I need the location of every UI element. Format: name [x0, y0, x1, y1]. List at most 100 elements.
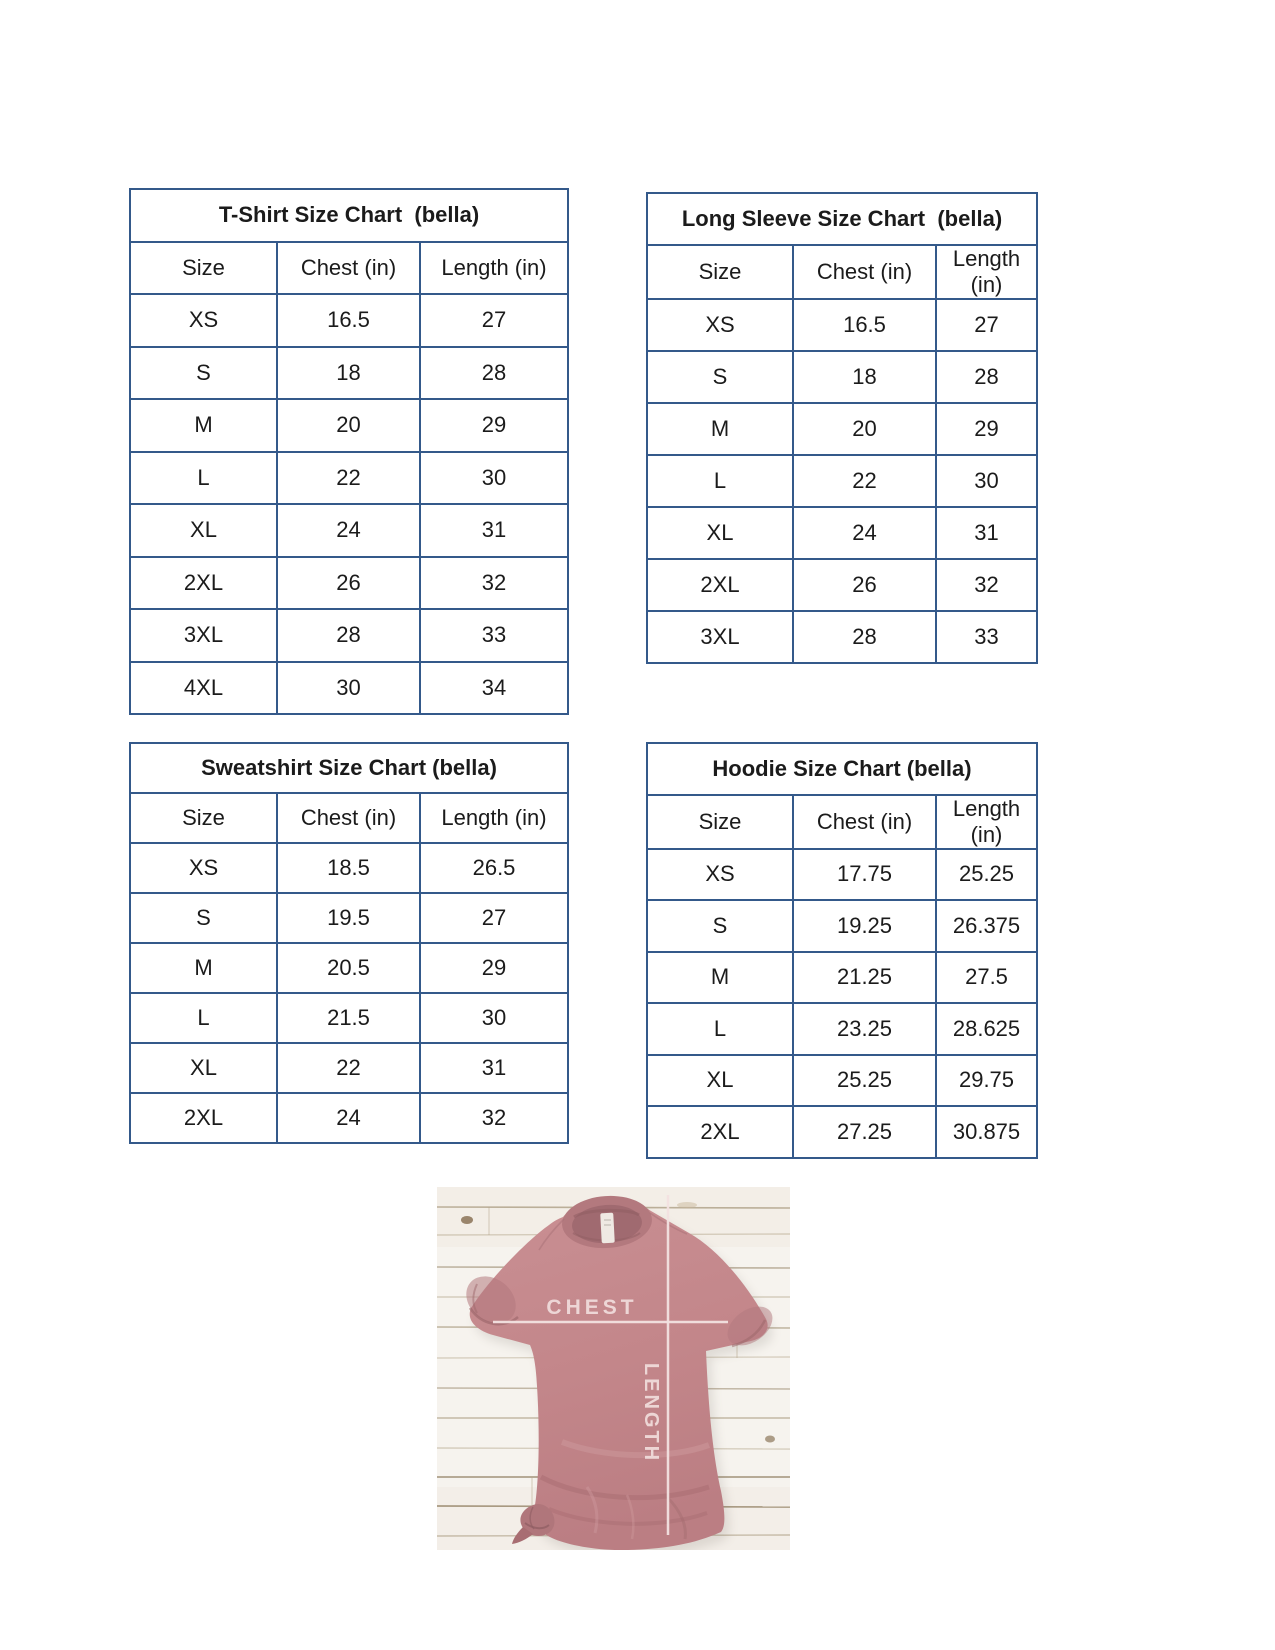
length-cell: 28	[418, 345, 570, 400]
length-cell: 30	[935, 454, 1038, 508]
table-row: L 21.5 30	[129, 992, 570, 1044]
chest-cell: 24	[276, 1092, 421, 1144]
length-cell: 28	[935, 350, 1038, 404]
size-cell: XL	[646, 1053, 794, 1107]
size-cell: L	[646, 454, 794, 508]
size-cell: L	[129, 450, 278, 505]
table-row: S 18 28	[129, 345, 570, 400]
chest-cell: 19.25	[792, 899, 937, 953]
shirt-knot	[512, 1503, 555, 1544]
chest-cell: 26	[792, 558, 937, 612]
collar-tag	[600, 1212, 615, 1244]
table-row: M 20 29	[129, 398, 570, 453]
chest-cell: 24	[792, 506, 937, 560]
column-header-size: Size	[129, 240, 278, 295]
sweatshirt-title-row: Sweatshirt Size Chart (bella)	[128, 742, 570, 794]
length-cell: 31	[418, 1042, 570, 1094]
length-cell: 34	[418, 660, 570, 715]
column-header-chest: Chest (in)	[792, 793, 937, 850]
column-header-chest: Chest (in)	[276, 792, 421, 844]
chest-cell: 25.25	[792, 1053, 937, 1107]
size-cell: 4XL	[129, 660, 278, 715]
sweatshirt-header-row: Size Chest (in) Length (in)	[129, 792, 570, 844]
table-row: 3XL 28 33	[646, 610, 1038, 664]
table-row: 2XL 26 32	[646, 558, 1038, 612]
column-header-length: Length (in)	[935, 244, 1038, 300]
size-cell: XL	[129, 1042, 278, 1094]
tshirt-table-title: T-Shirt Size Chart (bella)	[128, 188, 570, 243]
size-cell: XS	[646, 298, 794, 352]
size-cell: 2XL	[646, 1105, 794, 1159]
tshirt-illustration	[466, 1195, 773, 1550]
chest-cell: 28	[792, 610, 937, 664]
length-cell: 31	[418, 503, 570, 558]
size-cell: XL	[129, 503, 278, 558]
size-cell: XL	[646, 506, 794, 560]
table-row: 2XL 26 32	[129, 555, 570, 610]
size-cell: XS	[129, 842, 278, 894]
longsleeve-table-title: Long Sleeve Size Chart (bella)	[646, 192, 1038, 246]
size-cell: 3XL	[646, 610, 794, 664]
hoodie-header-row: Size Chest (in) Length (in)	[646, 793, 1039, 850]
chest-cell: 24	[276, 503, 421, 558]
length-cell: 27	[418, 892, 570, 944]
wood-knot	[765, 1435, 775, 1443]
size-cell: L	[646, 1002, 794, 1056]
chest-cell: 19.5	[276, 892, 421, 944]
length-cell: 32	[418, 555, 570, 610]
tshirt-size-table: T-Shirt Size Chart (bella) Size Chest (in)…	[128, 188, 570, 715]
length-cell: 29	[418, 942, 570, 994]
table-row: L 22 30	[646, 454, 1038, 508]
chest-cell: 18	[276, 345, 421, 400]
size-cell: M	[129, 942, 278, 994]
chest-cell: 23.25	[792, 1002, 937, 1056]
chest-cell: 27.25	[792, 1105, 937, 1159]
right-cuff	[727, 1306, 773, 1346]
chest-cell: 26	[276, 555, 421, 610]
measurement-overlay: CHEST LENGTH	[493, 1195, 728, 1535]
tshirt-measurement-photo: CHEST LENGTH	[437, 1187, 790, 1550]
size-cell: 2XL	[129, 555, 278, 610]
table-row: XL 25.25 29.75	[646, 1053, 1039, 1107]
table-row: 2XL 27.25 30.875	[646, 1105, 1039, 1159]
length-cell: 32	[418, 1092, 570, 1144]
chest-cell: 22	[276, 450, 421, 505]
left-cuff	[466, 1276, 516, 1324]
length-cell: 29	[935, 402, 1038, 456]
length-cell: 29	[418, 398, 570, 453]
length-cell: 30	[418, 992, 570, 1044]
chest-cell: 18.5	[276, 842, 421, 894]
table-row: 4XL 30 34	[129, 660, 570, 715]
size-cell: XS	[129, 293, 278, 348]
measurement-photo-graphic: CHEST LENGTH	[437, 1187, 790, 1550]
length-cell: 26.5	[418, 842, 570, 894]
column-header-length: Length (in)	[418, 240, 570, 295]
sweatshirt-table-title: Sweatshirt Size Chart (bella)	[128, 742, 570, 794]
size-cell: L	[129, 992, 278, 1044]
chest-cell: 22	[792, 454, 937, 508]
table-row: S 19.5 27	[129, 892, 570, 944]
chest-label: CHEST	[546, 1296, 637, 1319]
column-header-size: Size	[646, 793, 794, 850]
hoodie-size-table: Hoodie Size Chart (bella) Size Chest (in) L…	[645, 742, 1039, 1159]
length-cell: 29.75	[934, 1053, 1039, 1107]
length-cell: 30.875	[934, 1105, 1039, 1159]
longsleeve-title-row: Long Sleeve Size Chart (bella)	[646, 192, 1038, 246]
column-header-chest: Chest (in)	[792, 244, 937, 300]
size-cell: M	[646, 950, 794, 1004]
column-header-size: Size	[129, 792, 278, 844]
length-cell: 27	[418, 293, 570, 348]
length-cell: 27.5	[934, 950, 1039, 1004]
size-cell: S	[646, 350, 794, 404]
length-label: LENGTH	[640, 1363, 662, 1463]
table-row: XS 18.5 26.5	[129, 842, 570, 894]
length-cell: 32	[935, 558, 1038, 612]
hoodie-table-title: Hoodie Size Chart (bella)	[645, 742, 1039, 796]
chest-cell: 20	[276, 398, 421, 453]
table-row: M 21.25 27.5	[646, 950, 1039, 1004]
chest-cell: 20.5	[276, 942, 421, 994]
table-row: XL 24 31	[646, 506, 1038, 560]
length-cell: 31	[935, 506, 1038, 560]
chest-cell: 21.25	[792, 950, 937, 1004]
sweatshirt-size-table: Sweatshirt Size Chart (bella) Size Chest (…	[128, 742, 570, 1144]
